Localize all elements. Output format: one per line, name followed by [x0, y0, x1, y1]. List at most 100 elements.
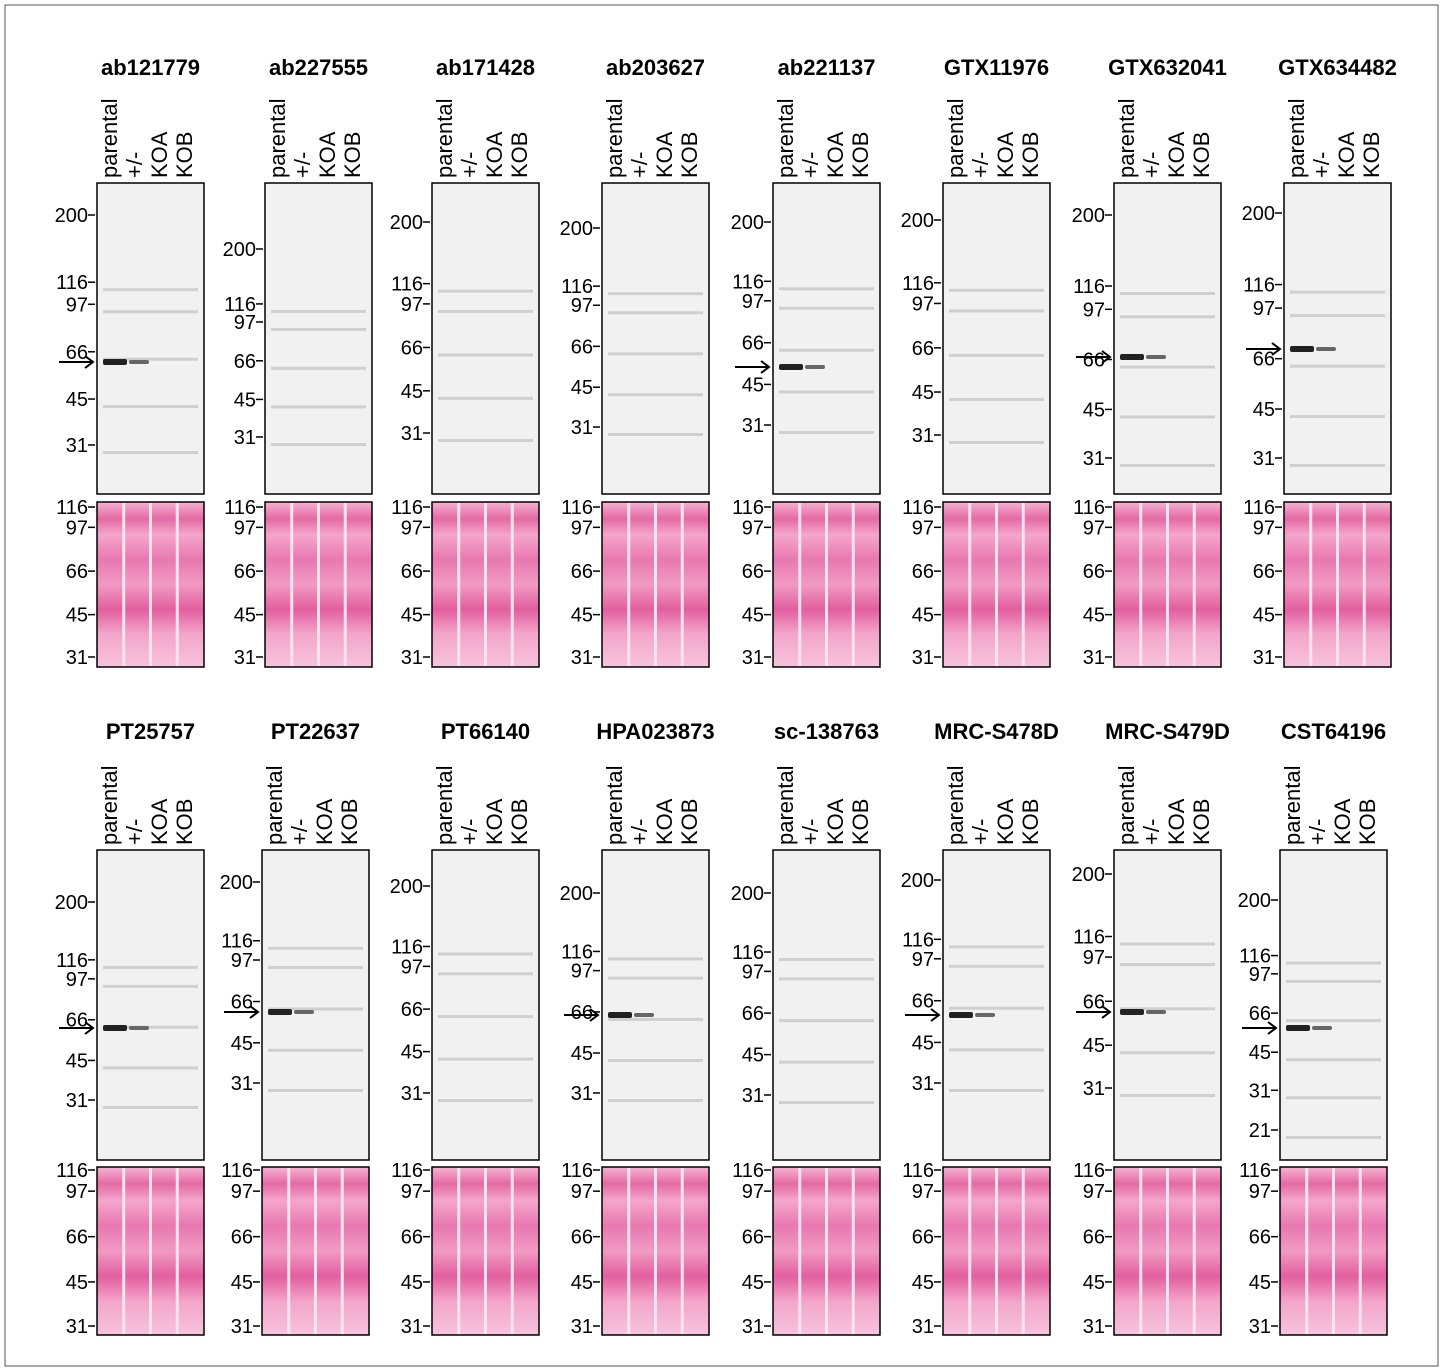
- panel: ab171428parental+/-KOAKOB200116976645311…: [390, 55, 539, 669]
- blot: [97, 850, 204, 1160]
- marker-label: 66: [401, 1227, 423, 1249]
- panels: ab121779parental+/-KOAKOB200116976645311…: [55, 55, 1397, 1338]
- marker-label: 116: [1239, 1160, 1271, 1182]
- marker-label: 45: [234, 605, 256, 627]
- lane-gap: [1193, 503, 1196, 666]
- marker-label: 45: [1249, 1272, 1271, 1294]
- antibody-title: MRC-S479D: [1105, 719, 1230, 744]
- antibody-title: GTX634482: [1278, 55, 1397, 80]
- marker-label: 45: [571, 377, 593, 399]
- lane-label: KOB: [1355, 799, 1380, 845]
- panel: PT22637parental+/-KOAKOB2001169766453111…: [220, 719, 369, 1338]
- marker-label: 97: [66, 517, 88, 539]
- lane-label: KOA: [315, 131, 340, 178]
- band: [608, 352, 703, 355]
- lane-gap: [852, 503, 855, 666]
- marker-label: 200: [1072, 864, 1105, 886]
- lane-label: KOA: [823, 798, 848, 845]
- marker-label: 45: [571, 605, 593, 627]
- marker-label: 31: [66, 435, 88, 457]
- panel: MRC-S479Dparental+/-KOAKOB20011697664531…: [1072, 719, 1230, 1338]
- marker-label: 116: [224, 497, 256, 519]
- band: [1120, 963, 1215, 966]
- lane-label: KOB: [1359, 132, 1384, 178]
- marker-label: 45: [742, 1045, 764, 1067]
- marker-label: 66: [742, 1003, 764, 1025]
- band: [438, 353, 533, 356]
- band: [779, 1019, 874, 1022]
- marker-label: 45: [66, 1050, 88, 1072]
- band: [779, 977, 874, 980]
- lane-label: KOA: [147, 131, 172, 178]
- band: [268, 947, 363, 950]
- antibody-title: PT66140: [441, 719, 530, 744]
- lane-gap: [176, 1168, 179, 1334]
- marker-label: 45: [742, 374, 764, 396]
- marker-label: 31: [66, 1090, 88, 1112]
- marker-label: 116: [221, 1160, 253, 1182]
- blot: [602, 183, 709, 494]
- marker-label: 31: [742, 1316, 764, 1338]
- marker-label: 97: [571, 1181, 593, 1203]
- lane-gap: [290, 503, 293, 666]
- lane-label: KOA: [652, 131, 677, 178]
- lane-label: KOB: [340, 132, 365, 178]
- marker-label: 45: [401, 1272, 423, 1294]
- marker-label: 31: [234, 647, 256, 669]
- band: [1120, 1051, 1215, 1054]
- band: [608, 311, 703, 314]
- panel: GTX632041parental+/-KOAKOB20011697664531…: [1072, 55, 1227, 669]
- marker-label: 97: [742, 517, 764, 539]
- lane-label: KOA: [482, 798, 507, 845]
- antibody-title: ab121779: [101, 55, 200, 80]
- lane-label: KOB: [507, 132, 532, 178]
- marker-label: 31: [401, 1083, 423, 1105]
- lane-gap: [968, 1168, 971, 1334]
- lane-label: +/-: [287, 819, 312, 845]
- band: [805, 365, 825, 369]
- lane-label: +/-: [798, 819, 823, 845]
- blot: [1114, 850, 1221, 1160]
- band: [103, 966, 198, 969]
- antibody-title: HPA023873: [596, 719, 714, 744]
- marker-label: 200: [220, 872, 253, 894]
- marker-label: 66: [66, 1227, 88, 1249]
- blot: [602, 850, 709, 1160]
- marker-label: 97: [234, 312, 256, 334]
- band: [779, 307, 874, 310]
- band: [271, 367, 366, 370]
- band: [438, 1058, 533, 1061]
- marker-label: 97: [66, 1181, 88, 1203]
- marker-label: 66: [1253, 561, 1275, 583]
- lane-label: KOB: [1018, 132, 1043, 178]
- band: [779, 364, 803, 370]
- lane-label: KOB: [507, 799, 532, 845]
- marker-label: 97: [1249, 1181, 1271, 1203]
- marker-label: 31: [742, 647, 764, 669]
- band: [949, 1007, 1044, 1010]
- marker-label: 200: [1242, 203, 1275, 225]
- marker-label: 31: [1253, 647, 1275, 669]
- band: [438, 1099, 533, 1102]
- lane-gap: [511, 1168, 514, 1334]
- band: [103, 288, 198, 291]
- lane-label: KOA: [1164, 798, 1189, 845]
- band: [103, 985, 198, 988]
- marker-label: 97: [1249, 964, 1271, 986]
- marker-label: 66: [66, 1010, 88, 1032]
- blot: [97, 183, 204, 494]
- marker-label: 200: [560, 883, 593, 905]
- marker-label: 66: [66, 561, 88, 583]
- marker-label: 116: [56, 497, 88, 519]
- band: [1120, 1094, 1215, 1097]
- antibody-title: sc-138763: [774, 719, 879, 744]
- blot: [1284, 183, 1391, 494]
- lane-label: KOA: [652, 798, 677, 845]
- marker-label: 116: [391, 936, 423, 958]
- marker-label: 200: [55, 892, 88, 914]
- band: [438, 397, 533, 400]
- marker-label: 45: [912, 382, 934, 404]
- marker-label: 45: [66, 389, 88, 411]
- antibody-title: MRC-S478D: [934, 719, 1059, 744]
- band: [949, 1048, 1044, 1051]
